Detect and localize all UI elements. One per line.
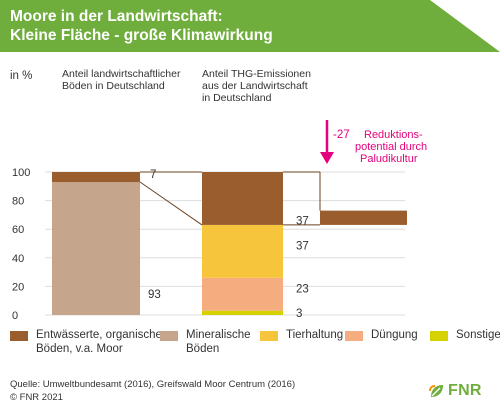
y-tick-label: 60 [12, 224, 24, 236]
legend-item: Tierhaltung [260, 328, 343, 342]
legend-swatch [260, 331, 278, 341]
y-tick-label: 40 [12, 253, 24, 265]
data-label: 3 [296, 308, 302, 320]
column-header-line: Anteil landwirtschaftlicher [62, 68, 181, 80]
data-label: 37 [296, 241, 309, 253]
stacked-bar-chart: in % 0 20 40 60 80 100 Anteil landwirtschaftlic… [10, 68, 427, 322]
y-tick-label: 80 [12, 196, 24, 208]
source-text: Quelle: Umweltbundesamt (2016), Greifswa… [10, 379, 296, 390]
legend-label-line: Entwässerte, organische [36, 329, 162, 341]
connector-line [139, 181, 203, 226]
legend-label: Sonstiges [456, 328, 500, 342]
bar-segment [202, 224, 283, 278]
legend-swatch [160, 331, 178, 341]
data-label: 37 [296, 216, 309, 228]
legend-item: Sonstiges [430, 328, 500, 342]
legend-swatch [430, 331, 448, 341]
y-tick-label: 100 [12, 167, 30, 179]
inner-label-line-2: durch Torf- [207, 144, 262, 156]
legend-label-line: Tierhaltung [286, 329, 344, 341]
y-axis-label: in % [10, 70, 32, 82]
bar-segment [202, 277, 283, 311]
bar-segment [202, 310, 283, 315]
chart-title: Moore in der Landwirtschaft: Kleine Fläc… [10, 7, 273, 45]
legend-label-line: Böden [186, 343, 220, 355]
legend-label-line: Düngung [371, 329, 418, 341]
footer: Quelle: Umweltbundesamt (2016), Greifswa… [10, 378, 295, 404]
legend-swatch [10, 331, 28, 341]
data-label: 93 [148, 289, 161, 301]
logo-text: FNR [448, 382, 482, 399]
inner-label-line-3: oxidation [207, 158, 253, 170]
column-header-line: in Deutschland [202, 92, 272, 104]
y-tick-label: 20 [12, 281, 24, 293]
reduction-value-label: -27 [333, 129, 350, 141]
legend-item: Düngung [345, 328, 418, 342]
bar-segment [52, 182, 140, 315]
y-tick-label: 0 [12, 310, 18, 322]
data-label: 23 [296, 284, 309, 296]
legend-label: Tierhaltung [286, 328, 343, 342]
legend: Entwässerte, organische Böden, v.a. Moor M… [10, 328, 500, 362]
legend-label-line: Böden, v.a. Moor [36, 343, 123, 355]
legend-item: Mineralische Böden [160, 328, 251, 356]
legend-label: Entwässerte, organische Böden, v.a. Moor [36, 328, 162, 356]
header-corner-cutout [430, 0, 500, 52]
bar-segment [52, 172, 140, 183]
legend-label: Mineralische Böden [186, 328, 251, 356]
data-label: 7 [150, 169, 156, 181]
legend-item: Entwässerte, organische Böden, v.a. Moor [10, 328, 162, 356]
reduction-text-line: Paludikultur [360, 153, 418, 165]
fnr-leaf-icon [429, 385, 443, 397]
legend-label-line: Mineralische [186, 329, 251, 341]
inner-label-line-1: CO2- Emissionen [207, 130, 295, 144]
legend-label: Düngung [371, 328, 418, 342]
copyright-text: © FNR 2021 [10, 392, 63, 403]
reduction-text-line: Reduktions- [364, 129, 423, 141]
reduction-arrow-head [320, 152, 334, 164]
header-banner: Moore in der Landwirtschaft: Kleine Fläc… [0, 0, 500, 52]
bar-segment [202, 172, 283, 225]
legend-label-line: Sonstiges [456, 329, 500, 341]
column-header-line: aus der Landwirtschaft [202, 80, 308, 92]
reduction-text-line: potential durch [355, 141, 427, 153]
column-header-line: Anteil THG-Emissionen [202, 68, 311, 80]
column-header-line: Böden in Deutschland [62, 80, 165, 92]
legend-swatch [345, 331, 363, 341]
reduction-bar [320, 210, 407, 225]
fnr-logo: FNR [428, 382, 482, 400]
title-line-2: Kleine Fläche - große Klimawirkung [10, 27, 273, 44]
title-line-1: Moore in der Landwirtschaft: [10, 8, 223, 25]
